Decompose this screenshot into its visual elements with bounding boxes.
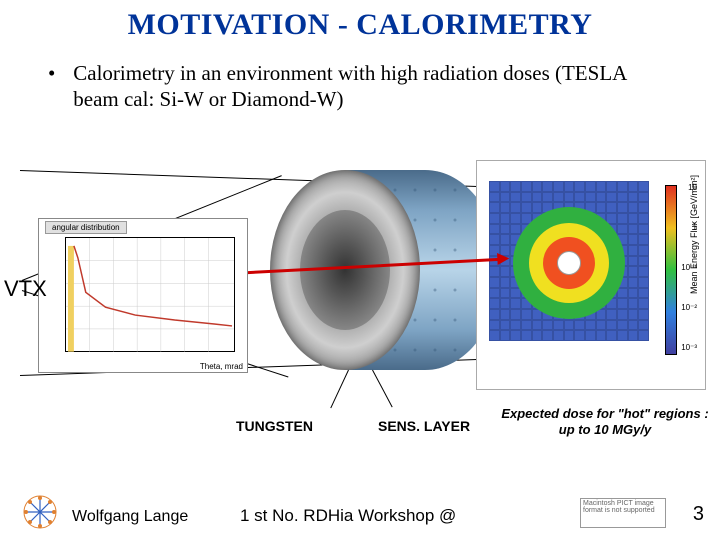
colorbar-label: Mean Energy Flux [GeV/mm²] (689, 175, 699, 294)
heatmap-panel: Mean Energy Flux [GeV/mm²] 10 1 10⁻¹ 10⁻… (476, 160, 706, 390)
bullet-dot: • (48, 60, 68, 86)
broken-image-placeholder: Macintosh PICT image format is not suppo… (580, 498, 666, 528)
footer-event: 1 st No. RDHia Workshop @ (240, 506, 456, 526)
expected-dose-line1: Expected dose for "hot" regions : (501, 406, 708, 421)
sens-layer-label: SENS. LAYER (378, 418, 470, 434)
colorbar (665, 185, 677, 355)
slide-title: MOTIVATION - CALORIMETRY (0, 0, 720, 42)
callout-line-tungsten (330, 370, 349, 408)
chart-title: angular distribution (45, 221, 127, 234)
footer-page-number: 3 (693, 503, 704, 526)
desy-logo-icon (22, 494, 58, 530)
colorbar-tick: 10 (688, 183, 697, 192)
expected-dose-line2: up to 10 MGy/y (559, 422, 651, 437)
colorbar-tick: 10⁻³ (681, 343, 697, 352)
chart-curve (66, 238, 234, 352)
chart-plot-area (65, 237, 235, 352)
tungsten-label: TUNGSTEN (236, 418, 313, 434)
bullet-text: Calorimetry in an environment with high … (73, 60, 673, 113)
colorbar-tick: 10⁻¹ (681, 263, 697, 272)
footer-author: Wolfgang Lange (72, 508, 188, 526)
bullet-block: • Calorimetry in an environment with hig… (0, 42, 720, 113)
chart-xlabel: Theta, mrad (200, 362, 243, 371)
colorbar-tick: 10⁻² (681, 303, 697, 312)
footer: Wolfgang Lange 1 st No. RDHia Workshop @… (0, 492, 720, 532)
heatmap-ring-hole (557, 251, 581, 275)
callout-line-sens (372, 370, 393, 408)
diagram-area: Mean Energy Flux [GeV/mm²] 10 1 10⁻¹ 10⁻… (0, 130, 720, 460)
expected-dose: Expected dose for "hot" regions : up to … (490, 406, 720, 437)
angular-dist-chart: angular distribution Theta, mrad (38, 218, 248, 373)
vtx-label: VTX (4, 276, 47, 302)
colorbar-tick: 1 (693, 223, 697, 232)
